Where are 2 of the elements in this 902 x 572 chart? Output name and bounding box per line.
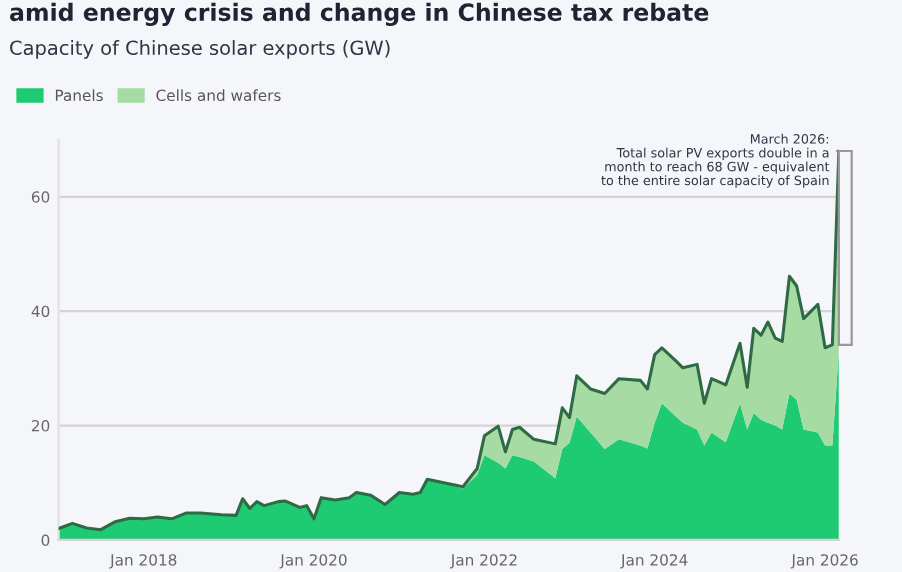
chart-subtitle: Capacity of Chinese solar exports (GW) <box>10 40 390 59</box>
chart-title: amid energy crisis and change in Chinese tax rebate <box>10 2 709 26</box>
